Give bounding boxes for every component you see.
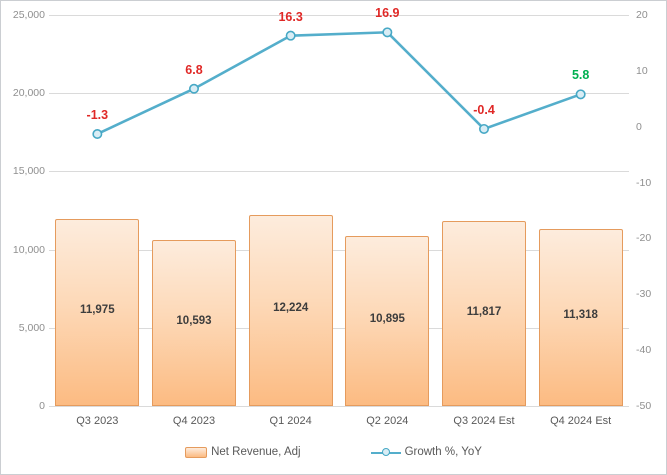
revenue-bar bbox=[442, 221, 526, 406]
gridline bbox=[49, 171, 629, 173]
legend-item-growth: Growth %, YoY bbox=[370, 446, 482, 458]
category-label: Q2 2024 bbox=[366, 415, 409, 427]
line-marker bbox=[382, 27, 393, 38]
revenue-bar bbox=[538, 228, 623, 406]
growth-value-label: -0.4 bbox=[473, 102, 495, 117]
bar-swatch-icon bbox=[185, 446, 208, 458]
line-marker bbox=[285, 30, 296, 41]
category-label: Q1 2024 bbox=[269, 415, 312, 427]
growth-value-label: 6.8 bbox=[185, 62, 203, 77]
right-axis-tick: 0 bbox=[636, 120, 642, 133]
category-label: Q4 2023 bbox=[172, 415, 216, 427]
revenue-bar bbox=[345, 235, 430, 406]
gridline bbox=[49, 93, 629, 95]
left-axis-tick: 15,000 bbox=[12, 165, 45, 178]
line-marker bbox=[189, 83, 200, 94]
bar-value-label: 10,593 bbox=[176, 315, 212, 328]
growth-value-label: -1.3 bbox=[86, 107, 109, 122]
bar-value-label: 11,975 bbox=[80, 304, 115, 317]
bar-value-label: 10,895 bbox=[369, 312, 405, 325]
right-axis-tick: -40 bbox=[636, 344, 652, 357]
line-marker bbox=[575, 89, 586, 100]
right-axis-tick: -20 bbox=[636, 232, 652, 245]
right-axis-tick: -30 bbox=[636, 288, 652, 301]
revenue-bar bbox=[248, 214, 333, 406]
legend: Net Revenue, Adj Growth %, YoY bbox=[1, 441, 666, 463]
left-axis-tick: 0 bbox=[39, 400, 45, 412]
left-axis-tick: 20,000 bbox=[12, 87, 45, 100]
left-axis-tick: 25,000 bbox=[12, 9, 45, 21]
gridline bbox=[49, 15, 629, 16]
revenue-bar bbox=[152, 240, 236, 406]
legend-label: Growth %, YoY bbox=[404, 446, 482, 458]
bar-value-label: 11,318 bbox=[563, 309, 598, 322]
growth-value-label: 5.8 bbox=[571, 68, 590, 83]
bar-value-label: 11,817 bbox=[466, 305, 502, 318]
left-axis-tick: 5,000 bbox=[18, 321, 45, 334]
category-label: Q3 2024 Est bbox=[453, 415, 515, 427]
gridline bbox=[49, 406, 629, 407]
growth-value-label: 16.9 bbox=[375, 6, 400, 21]
right-axis-tick: -50 bbox=[636, 400, 652, 412]
revenue-bar bbox=[55, 218, 140, 406]
right-axis-tick: 10 bbox=[636, 64, 648, 77]
category-label: Q4 2024 Est bbox=[550, 415, 612, 427]
line-marker bbox=[92, 128, 103, 139]
right-axis-tick: 20 bbox=[636, 9, 648, 21]
left-axis-tick: 10,000 bbox=[12, 243, 45, 256]
legend-label: Net Revenue, Adj bbox=[211, 446, 301, 458]
growth-value-label: 16.3 bbox=[278, 9, 303, 24]
gridline bbox=[49, 327, 629, 329]
category-label: Q3 2023 bbox=[76, 415, 119, 427]
line-marker-icon bbox=[370, 447, 401, 458]
right-axis-tick: -10 bbox=[636, 176, 652, 189]
gridline bbox=[49, 249, 629, 251]
growth-line-path bbox=[96, 30, 582, 136]
line-marker bbox=[478, 123, 489, 134]
bar-value-label: 12,224 bbox=[273, 302, 309, 315]
legend-item-net-revenue: Net Revenue, Adj bbox=[185, 446, 301, 458]
